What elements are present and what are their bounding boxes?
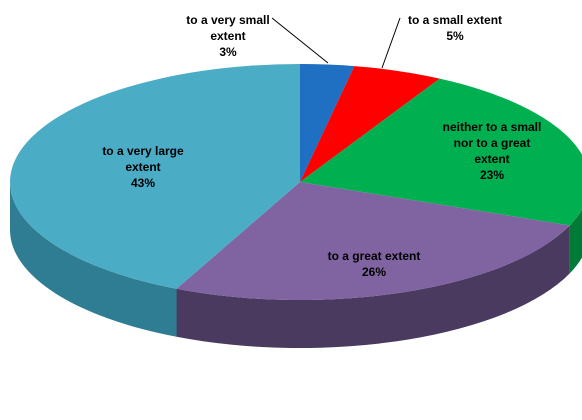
slice-labels: to a very small extent 3% to a small extent… (102, 13, 541, 279)
slice-label-neither-to-a-small-nor-to-a-great-extent-0: neither to a small (443, 120, 542, 134)
pie-slice-to-a-very-large-extent (10, 64, 301, 289)
slice-label-to-a-very-large-extent-0: to a very large (102, 144, 184, 158)
leader-lines (271, 17, 401, 69)
pie-tops (10, 64, 582, 300)
slice-percent-to-a-very-small-extent: 3% (219, 45, 237, 59)
slice-percent-to-a-great-extent: 26% (362, 265, 386, 279)
pie-slice-to-a-small-extent (300, 66, 440, 182)
slice-label-to-a-very-large-extent-1: extent (125, 160, 160, 174)
leader-line-to-a-very-small-extent (271, 17, 329, 64)
pie-slice-neither-to-a-small-nor-to-a-great-extent (300, 78, 582, 226)
pie-slice-to-a-great-extent (176, 182, 570, 300)
slice-label-to-a-very-small-extent-1: extent (210, 29, 245, 43)
pie-side-to-a-very-large-extent (10, 182, 177, 337)
pie-sides (10, 182, 582, 348)
leader-line-to-a-small-extent (381, 17, 401, 69)
slice-percent-to-a-very-large-extent: 43% (131, 176, 155, 190)
slice-label-to-a-great-extent-0: to a great extent (328, 249, 421, 263)
pie-side-neither-to-a-small-nor-to-a-great-extent (569, 209, 582, 274)
slice-label-neither-to-a-small-nor-to-a-great-extent-2: extent (474, 152, 509, 166)
slice-label-to-a-small-extent-0: to a small extent (408, 13, 502, 27)
slice-label-neither-to-a-small-nor-to-a-great-extent-1: nor to a great (454, 136, 531, 150)
slice-percent-neither-to-a-small-nor-to-a-great-extent: 23% (480, 168, 504, 182)
slice-percent-to-a-small-extent: 5% (446, 29, 464, 43)
pie-slice-to-a-very-small-extent (300, 64, 355, 182)
slice-label-to-a-very-small-extent-0: to a very small (186, 13, 269, 27)
pie-side-to-a-great-extent (176, 225, 570, 348)
